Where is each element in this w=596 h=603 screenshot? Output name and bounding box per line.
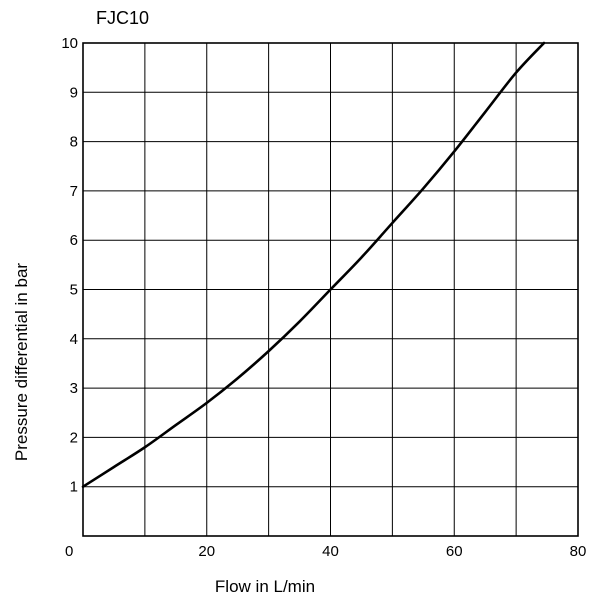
x-tick-label: 20 xyxy=(198,543,215,560)
plot-frame xyxy=(82,42,579,537)
y-tick-label: 2 xyxy=(70,429,78,446)
y-tick-label: 3 xyxy=(70,380,78,397)
x-axis-label: Flow in L/min xyxy=(215,577,315,596)
y-tick-label: 4 xyxy=(70,331,78,348)
x-tick-label: 60 xyxy=(446,543,463,560)
y-tick-label: 6 xyxy=(70,232,78,249)
chart-title: FJC10 xyxy=(96,8,149,28)
y-axis-label: Pressure differential in bar xyxy=(12,263,31,461)
y-tick-labels: 1 2 3 4 5 6 7 8 9 10 xyxy=(61,35,78,496)
y-tick-label: 10 xyxy=(61,35,78,52)
x-tick-label: 40 xyxy=(322,543,339,560)
x-tick-label: 80 xyxy=(570,543,587,560)
x-tick-labels: 0 20 40 60 80 xyxy=(65,543,586,560)
pressure-curve xyxy=(81,41,546,488)
grid xyxy=(83,43,578,536)
y-tick-label: 1 xyxy=(70,479,78,496)
y-tick-label: 9 xyxy=(70,84,78,101)
y-tick-label: 5 xyxy=(70,282,78,299)
x-tick-label: 0 xyxy=(65,543,73,560)
y-tick-label: 7 xyxy=(70,183,78,200)
y-tick-label: 8 xyxy=(70,134,78,151)
